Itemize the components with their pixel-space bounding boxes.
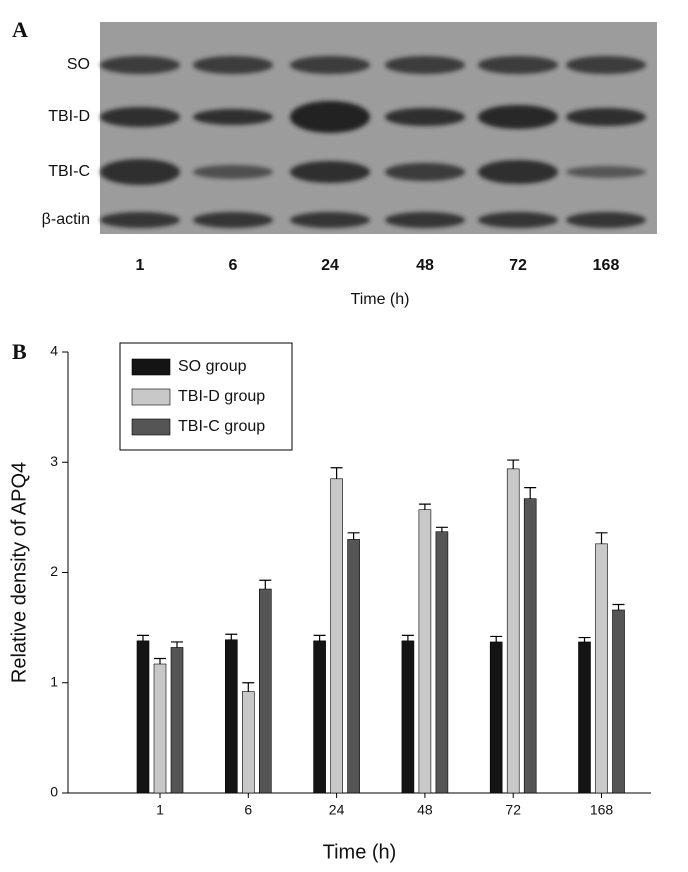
bar [225, 639, 238, 794]
panel-label: A [12, 17, 28, 42]
band [478, 160, 558, 184]
bar [523, 498, 537, 794]
bar [242, 691, 255, 794]
bar [170, 647, 184, 794]
error-bar [347, 532, 360, 540]
bar [489, 641, 503, 794]
y-tick-label: 0 [50, 784, 58, 800]
row-label: SO [67, 56, 90, 73]
bar [595, 543, 608, 794]
bar [418, 509, 432, 794]
legend-swatch [131, 388, 171, 406]
band [193, 212, 273, 228]
bar [506, 468, 520, 794]
x-tick-label: 48 [417, 802, 433, 818]
bar [401, 640, 415, 794]
panel-label: B [12, 339, 27, 364]
error-bar [418, 503, 431, 510]
bar [136, 640, 150, 794]
band [100, 56, 180, 74]
error-bar [490, 635, 503, 642]
band [566, 166, 646, 178]
error-bar [137, 634, 149, 641]
row-label: β-actin [42, 211, 90, 228]
lane-label: 6 [229, 257, 238, 274]
bar [153, 663, 167, 794]
band [290, 101, 370, 133]
legend-swatch [131, 358, 171, 376]
bar [313, 640, 326, 794]
bar [330, 478, 343, 794]
error-bar [595, 532, 608, 544]
x-tick-label: 6 [244, 802, 252, 818]
blot-background [100, 22, 657, 234]
band [385, 212, 465, 228]
error-bar [524, 487, 537, 499]
error-bar [154, 657, 166, 665]
y-tick-label: 3 [50, 453, 58, 469]
band [566, 212, 646, 228]
band [290, 212, 370, 228]
band [478, 105, 558, 129]
lane-label: 24 [321, 257, 339, 274]
bar [578, 641, 591, 794]
band [193, 165, 273, 179]
band [478, 56, 558, 74]
band [100, 107, 180, 127]
band [566, 108, 646, 126]
x-tick-label: 1 [156, 802, 164, 818]
band [385, 56, 465, 74]
y-axis-label: Relative density of APQ4 [8, 462, 30, 683]
bar [347, 539, 360, 794]
band [100, 212, 180, 228]
row-label: TBI-C [48, 163, 90, 180]
x-tick-label: 168 [590, 802, 614, 818]
x-tick-label: 72 [505, 802, 521, 818]
legend-swatch [131, 418, 171, 436]
band [290, 56, 370, 74]
error-bar [259, 579, 272, 590]
legend-label: TBI-D group [178, 388, 265, 405]
error-bar [435, 526, 448, 532]
error-bar [313, 634, 326, 641]
band [385, 163, 465, 181]
row-label: TBI-D [48, 108, 90, 125]
bar [258, 588, 272, 794]
error-bar [225, 633, 238, 640]
band [478, 212, 558, 228]
error-bar [507, 459, 520, 469]
legend-label: SO group [178, 358, 247, 375]
legend-label: TBI-C group [178, 418, 265, 435]
band [100, 159, 180, 185]
error-bar [612, 603, 625, 610]
band [193, 56, 273, 74]
lane-label: 72 [509, 257, 527, 274]
x-tick-label: 24 [329, 802, 345, 818]
error-bar [242, 682, 255, 692]
bar-chart: 0 1 2 3 4 Relative density of APQ4 Time (h) 1 6 2… [8, 342, 651, 863]
x-axis-label: Time (h) [323, 841, 397, 863]
error-bar [401, 634, 414, 641]
bar [435, 531, 449, 794]
blot: SO TBI-D TBI-C β-actin 1 6 24 48 72 168 [42, 56, 646, 274]
error-bar [578, 636, 591, 642]
band [385, 108, 465, 126]
error-bar [330, 467, 343, 479]
y-tick-label: 1 [50, 673, 58, 689]
bar [612, 609, 625, 794]
band [193, 109, 273, 125]
blot-x-label: Time (h) [351, 291, 410, 308]
lane-label: 168 [593, 257, 620, 274]
band [566, 56, 646, 74]
lane-label: 1 [136, 257, 145, 274]
y-tick-label: 4 [50, 343, 58, 359]
y-tick-label: 2 [50, 563, 58, 579]
band [290, 161, 370, 183]
lane-label: 48 [416, 257, 434, 274]
error-bar [171, 641, 183, 648]
